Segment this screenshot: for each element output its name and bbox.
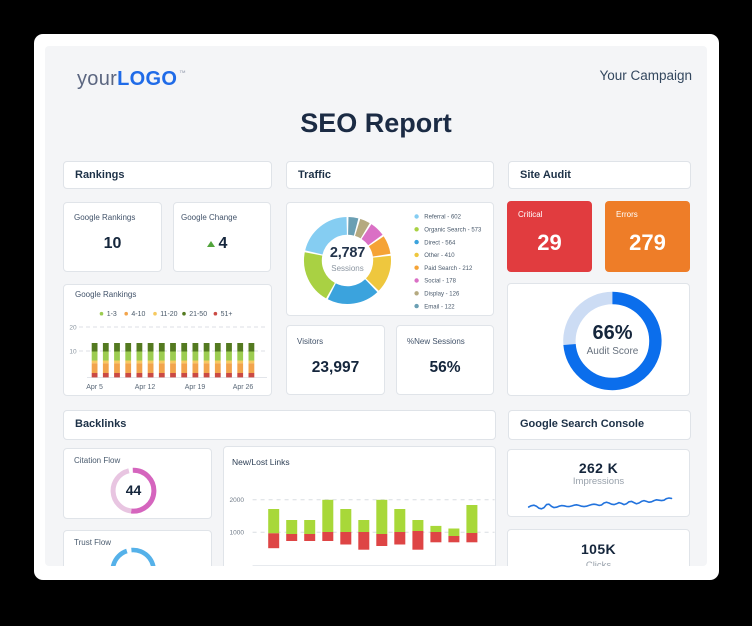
svg-text:Apr 12: Apr 12 xyxy=(135,384,156,391)
svg-text:Apr 5: Apr 5 xyxy=(86,384,103,391)
svg-text:Email - 122: Email - 122 xyxy=(424,304,455,310)
svg-text:Direct - 564: Direct - 564 xyxy=(424,240,456,246)
svg-text:1-3: 1-3 xyxy=(107,311,117,318)
svg-text:Apr 26: Apr 26 xyxy=(233,384,254,391)
svg-text:Display - 126: Display - 126 xyxy=(424,292,460,298)
svg-text:1000: 1000 xyxy=(230,530,245,537)
svg-text:4-10: 4-10 xyxy=(131,311,145,318)
svg-text:Apr 19: Apr 19 xyxy=(185,384,206,391)
svg-text:21-50: 21-50 xyxy=(189,311,207,318)
svg-text:10: 10 xyxy=(69,349,77,356)
svg-text:Paid Search - 212: Paid Search - 212 xyxy=(424,266,473,272)
svg-text:Other - 410: Other - 410 xyxy=(424,253,455,259)
svg-text:Organic Search - 573: Organic Search - 573 xyxy=(424,228,482,234)
svg-text:51+: 51+ xyxy=(221,311,233,318)
svg-text:2000: 2000 xyxy=(230,497,245,504)
svg-text:20: 20 xyxy=(69,325,77,332)
svg-text:11-20: 11-20 xyxy=(160,311,177,318)
svg-text:Referral - 602: Referral - 602 xyxy=(424,215,461,221)
svg-text:Social - 178: Social - 178 xyxy=(424,279,456,285)
